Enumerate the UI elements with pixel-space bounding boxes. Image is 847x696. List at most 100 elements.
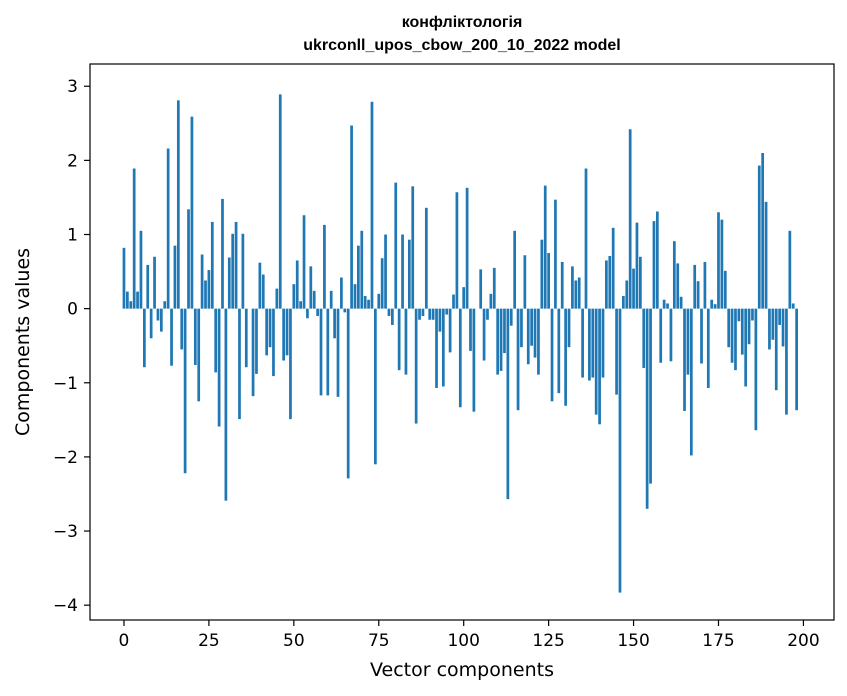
bar <box>319 308 323 396</box>
bar <box>224 308 228 501</box>
bar <box>285 308 289 356</box>
bar <box>306 308 309 319</box>
bar <box>397 308 401 371</box>
bar <box>458 308 462 408</box>
bar <box>645 308 649 509</box>
bar <box>550 308 554 402</box>
bar <box>764 201 768 309</box>
bar <box>523 255 527 309</box>
bar <box>289 308 292 420</box>
bar <box>588 308 591 381</box>
bar <box>200 254 204 309</box>
bar <box>686 308 690 375</box>
bar <box>625 280 629 309</box>
bar <box>540 239 544 309</box>
bar <box>706 308 710 388</box>
bar <box>170 308 173 366</box>
bar <box>462 287 466 309</box>
bar <box>639 256 642 309</box>
bar <box>156 308 160 321</box>
bar <box>214 308 218 373</box>
bar <box>754 308 758 431</box>
bar <box>751 308 754 321</box>
x-axis-ticks: 0 25 50 75 100 125 150 175 200 <box>119 620 820 651</box>
bar <box>689 308 693 456</box>
bar <box>282 308 285 361</box>
x-tick-label: 100 <box>447 631 479 651</box>
bar <box>183 308 187 474</box>
bar <box>445 308 449 315</box>
bar <box>176 100 180 309</box>
bar <box>309 266 313 309</box>
bar <box>302 215 306 309</box>
bar <box>190 116 194 309</box>
bar <box>730 308 734 363</box>
bar <box>404 308 408 375</box>
bar <box>329 290 333 309</box>
bar <box>642 308 646 368</box>
bar <box>217 308 221 427</box>
bar <box>272 308 275 377</box>
bar <box>268 308 272 348</box>
bar <box>795 308 798 411</box>
bar <box>363 296 367 309</box>
bar <box>560 261 564 309</box>
bar <box>662 299 666 309</box>
bar <box>543 185 547 309</box>
bar <box>374 308 377 465</box>
bar <box>581 308 584 378</box>
bar <box>299 301 302 309</box>
bar <box>407 239 411 309</box>
bar <box>126 291 129 309</box>
y-tick-label: 3 <box>67 77 78 97</box>
x-tick-label: 175 <box>702 631 734 651</box>
bar <box>163 301 167 309</box>
bar <box>421 308 425 317</box>
bar <box>666 303 669 309</box>
bar <box>204 280 207 309</box>
bar <box>238 308 241 420</box>
bar <box>122 247 126 309</box>
x-tick-label: 150 <box>617 631 649 651</box>
bar <box>343 308 347 313</box>
bar <box>465 187 469 309</box>
bar <box>513 230 517 309</box>
bar <box>611 227 615 309</box>
x-tick-label: 50 <box>283 631 305 651</box>
bar <box>316 308 319 317</box>
bar <box>367 299 370 309</box>
bar <box>669 308 673 362</box>
bar <box>193 308 197 365</box>
bar <box>720 219 724 309</box>
bar <box>336 308 340 397</box>
bar <box>153 256 156 309</box>
bar <box>394 182 398 309</box>
bar <box>244 308 248 368</box>
x-tick-label: 0 <box>119 631 130 651</box>
bar <box>370 101 374 309</box>
bar <box>506 308 510 500</box>
y-tick-label: −4 <box>53 596 78 616</box>
x-tick-label: 25 <box>198 631 220 651</box>
bar <box>159 308 163 332</box>
bar <box>424 207 428 309</box>
bar <box>537 308 540 375</box>
bar <box>377 293 381 309</box>
bar <box>659 308 663 363</box>
bar <box>221 198 224 309</box>
bar <box>227 257 231 309</box>
bar <box>605 260 608 309</box>
bar <box>139 230 143 309</box>
bar <box>387 308 391 317</box>
bar <box>564 308 567 406</box>
bar <box>744 308 748 387</box>
bar <box>251 308 255 397</box>
bar <box>350 125 353 309</box>
bar <box>710 299 714 309</box>
bar <box>734 308 737 371</box>
bar <box>448 308 452 353</box>
bar <box>615 308 618 395</box>
bar <box>771 308 775 340</box>
bar <box>533 308 537 358</box>
